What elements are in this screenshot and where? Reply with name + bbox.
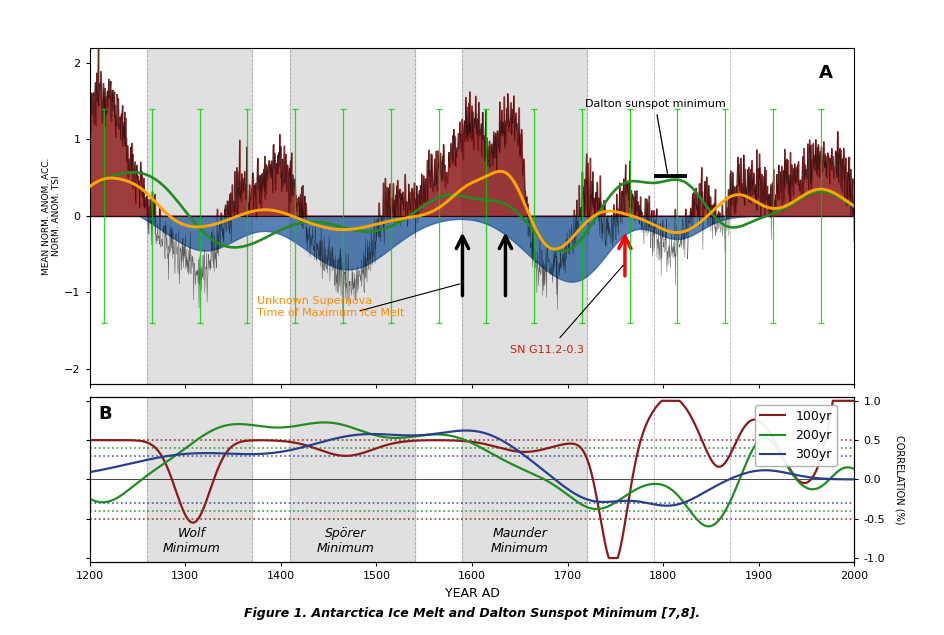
Bar [291, 48, 414, 384]
Bar [463, 48, 587, 384]
Text: Spörer
Minimum: Spörer Minimum [317, 527, 375, 555]
Text: Figure 1. Antarctica Ice Melt and Dalton Sunspot Minimum [7,8].: Figure 1. Antarctica Ice Melt and Dalton… [244, 607, 700, 620]
X-axis label: YEAR AD: YEAR AD [445, 587, 499, 599]
Text: SN G11.2-0.3: SN G11.2-0.3 [511, 345, 584, 355]
Text: A: A [819, 65, 833, 83]
Text: Maunder
Minimum: Maunder Minimum [491, 527, 548, 555]
Y-axis label: CORRELATION (%): CORRELATION (%) [894, 435, 904, 524]
Bar [147, 48, 252, 384]
Bar [147, 397, 252, 562]
Bar [291, 397, 414, 562]
Y-axis label: MEAN NORM. ANOM. ACC.
NORM. ANOM. TSI: MEAN NORM. ANOM. ACC. NORM. ANOM. TSI [42, 157, 61, 274]
Text: Wolf
Minimum: Wolf Minimum [163, 527, 221, 555]
Text: Dalton sunspot minimum: Dalton sunspot minimum [584, 99, 726, 173]
Text: B: B [99, 405, 112, 423]
Bar [463, 397, 587, 562]
Text: Unknown Supernova
Time of Maximum Ice Melt: Unknown Supernova Time of Maximum Ice Me… [257, 296, 404, 318]
Legend: 100yr, 200yr, 300yr: 100yr, 200yr, 300yr [755, 404, 836, 466]
